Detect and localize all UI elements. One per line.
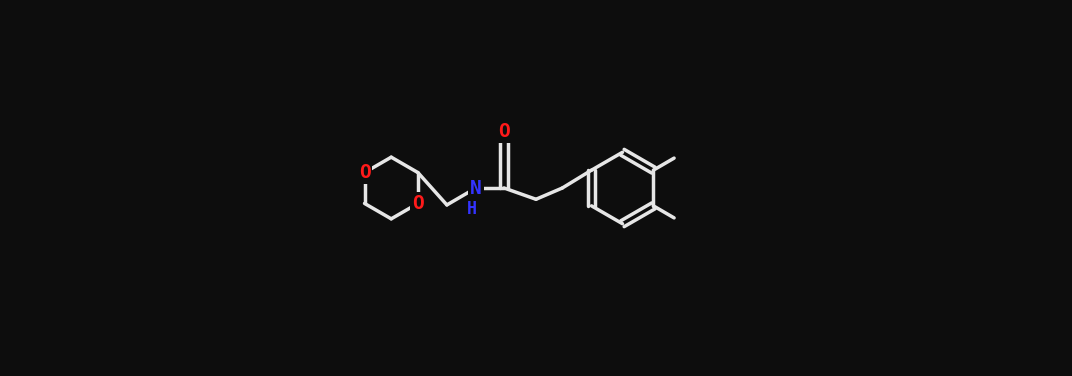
Text: H: H xyxy=(467,200,477,218)
Text: O: O xyxy=(412,194,423,213)
Text: O: O xyxy=(359,163,371,182)
Text: O: O xyxy=(498,122,510,141)
Text: N: N xyxy=(470,179,481,197)
